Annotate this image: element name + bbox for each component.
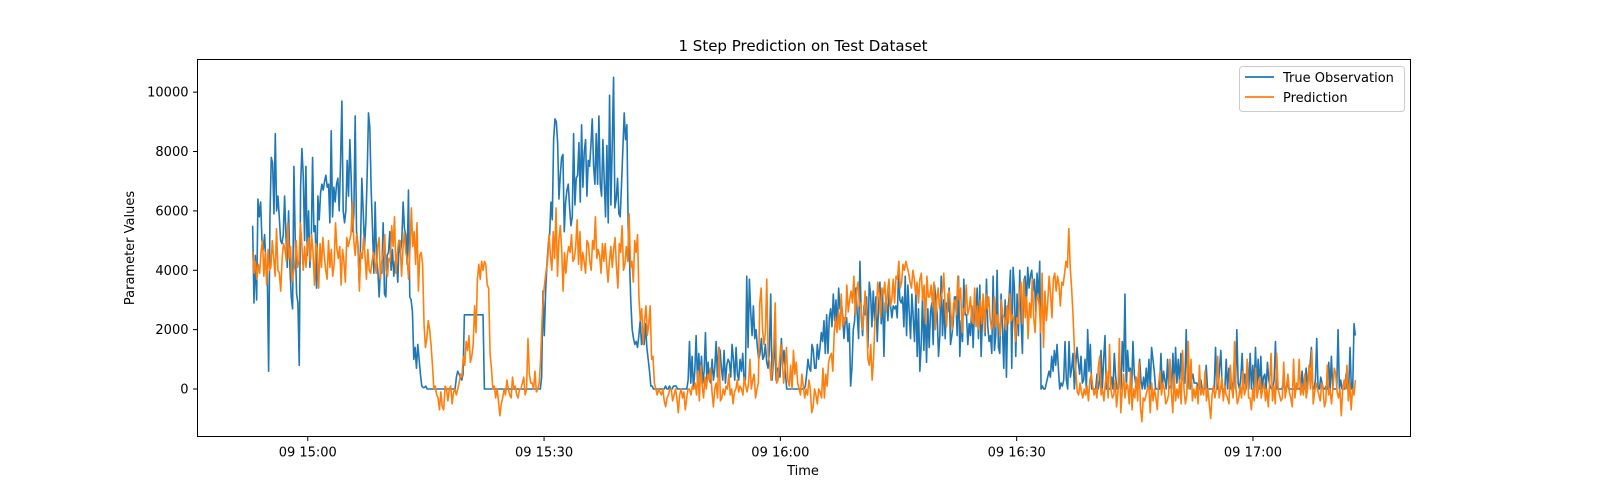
y-tick-label: 0 (180, 383, 188, 398)
y-tick-label: 8000 (155, 145, 188, 160)
x-tick-label: 09 16:30 (988, 446, 1046, 461)
legend-label-0: True Observation (1282, 71, 1394, 86)
x-axis-ticks: 09 15:00 09 15:30 09 16:00 09 16:30 09 17:00 (279, 436, 1282, 461)
legend-label-1: Prediction (1283, 91, 1348, 106)
x-tick-label: 09 15:00 (279, 446, 337, 461)
series-line-0 (251, 76, 1357, 390)
x-tick-label: 09 16:00 (751, 446, 809, 461)
x-tick-label: 09 17:00 (1224, 446, 1282, 461)
chart-title: 1 Step Prediction on Test Dataset (678, 37, 927, 55)
x-axis-label: Time (786, 464, 819, 479)
y-tick-label: 2000 (155, 323, 188, 338)
series-lines (251, 76, 1357, 423)
legend-box (1239, 66, 1405, 112)
plot-frame (197, 59, 1411, 437)
y-axis-label: Parameter Values (123, 191, 138, 305)
y-tick-label: 4000 (155, 264, 188, 279)
series-line-1 (251, 201, 1357, 423)
y-axis-ticks: 0 2000 4000 6000 8000 10000 (147, 86, 198, 398)
legend: True Observation Prediction (1239, 66, 1405, 112)
x-tick-label: 09 15:30 (515, 446, 573, 461)
y-tick-label: 10000 (147, 86, 188, 101)
y-tick-label: 6000 (155, 204, 188, 219)
